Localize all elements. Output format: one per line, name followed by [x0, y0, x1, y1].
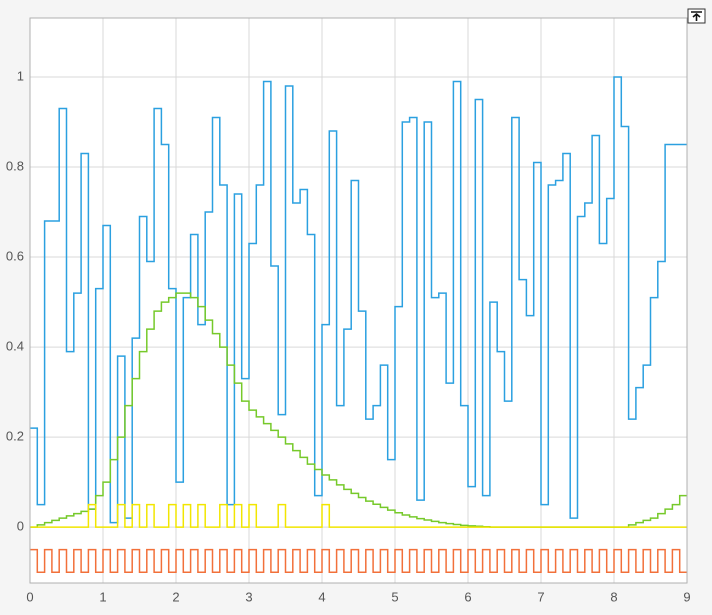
x-tick-label: 5: [391, 589, 398, 604]
y-tick-label: 0.2: [6, 429, 24, 444]
x-tick-label: 7: [537, 589, 544, 604]
restore-button[interactable]: [687, 8, 706, 24]
y-tick-label: 0.6: [6, 248, 24, 263]
button-icon: [691, 11, 702, 21]
signal-line: [30, 548, 687, 573]
x-tick-label: 3: [245, 589, 252, 604]
x-tick-label: 4: [318, 589, 325, 604]
plot-frame: [29, 17, 688, 584]
x-tick-label: 8: [610, 589, 617, 604]
y-tick-label: 0.8: [6, 158, 24, 173]
signal-line: [30, 76, 687, 524]
x-tick-label: 2: [172, 589, 179, 604]
x-tick-label: 6: [464, 589, 471, 604]
lines: [30, 76, 687, 573]
y-tick-label: 1: [17, 68, 24, 83]
y-tick-label: 0.4: [6, 339, 24, 354]
x-tick-label: 9: [683, 589, 690, 604]
x-tick-label: 1: [99, 589, 106, 604]
x-tick-label: 0: [26, 589, 33, 604]
y-tick-label: 0: [17, 519, 24, 534]
signal-line: [30, 503, 687, 528]
